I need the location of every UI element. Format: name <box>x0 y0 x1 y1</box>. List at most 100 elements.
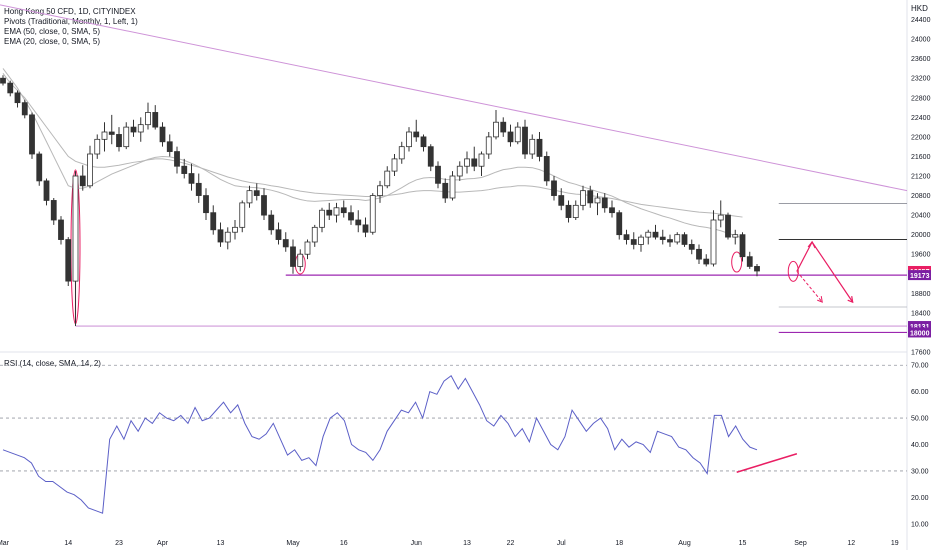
candle-body-down <box>543 156 550 182</box>
candle <box>413 119 420 142</box>
candle <box>471 146 478 172</box>
highlight-ellipse-sep-low <box>787 260 799 282</box>
candle <box>638 234 644 252</box>
candle <box>123 122 130 150</box>
time-tick-label: 13 <box>463 540 471 547</box>
candle <box>435 161 441 189</box>
candle <box>493 110 499 140</box>
price-tick-label: 22800 <box>911 95 931 102</box>
candle-body-down <box>152 112 159 128</box>
time-tick-label: 12 <box>847 540 855 547</box>
candle-body-down <box>442 182 449 199</box>
price-tick-label: 18800 <box>911 291 931 298</box>
price-tick-label: 24400 <box>911 17 931 24</box>
candle <box>565 200 572 223</box>
candle-body-down <box>652 231 659 238</box>
candles[interactable] <box>0 75 760 327</box>
rsi-axis[interactable]: 10.00 20.00 30.00 40.00 50.00 60.00 70.00 <box>911 363 929 529</box>
candle <box>696 244 702 264</box>
candle-body-down <box>362 224 369 233</box>
candle <box>732 229 739 245</box>
candle-body-down <box>601 197 608 209</box>
candle <box>580 185 586 211</box>
price-badge-text: 18000 <box>910 330 930 337</box>
candle <box>362 217 369 238</box>
candle-body-down <box>326 209 333 216</box>
candle-body-down <box>551 180 557 196</box>
candle <box>282 232 289 252</box>
candle <box>522 119 528 159</box>
candle-body-down <box>65 239 72 282</box>
candle-body-up <box>638 236 644 245</box>
candle-body-down <box>616 212 623 236</box>
time-axis[interactable]: Mar 14 23 Apr 13 May 16 Jun 13 22 Jul 18 Aug 15 Sep 12 1… <box>0 540 899 547</box>
candle <box>601 193 608 213</box>
candle <box>391 154 398 176</box>
candle-body-up <box>529 138 536 155</box>
candle <box>87 145 93 189</box>
price-badge-bg <box>908 270 931 281</box>
candle-body-down <box>471 158 478 167</box>
candle <box>420 134 427 152</box>
candle <box>195 173 202 203</box>
candle-body-up <box>594 197 601 204</box>
candle-body-up <box>137 124 144 133</box>
candle <box>427 144 434 172</box>
candle-body-down <box>754 266 760 272</box>
candle <box>456 161 463 181</box>
candle-body-down <box>536 138 543 157</box>
candle <box>630 232 637 250</box>
candle <box>500 117 507 137</box>
chart-title: Hong Kong 50 CFD, 1D, CITYINDEX <box>4 7 136 16</box>
candle-body-down <box>290 246 296 267</box>
candle-body-down <box>174 151 180 167</box>
candle-body-up <box>580 190 586 206</box>
candle <box>21 99 28 119</box>
candle-body-up <box>645 231 652 238</box>
candle-body-down <box>203 195 209 214</box>
projection-arrow-head-down <box>847 296 854 304</box>
candle-body-up <box>232 226 238 233</box>
price-badge-bg <box>908 327 931 338</box>
candle-body-down <box>348 212 354 221</box>
rsi-tick-label: 20.00 <box>911 495 929 502</box>
candle-body-up <box>377 185 383 196</box>
pivots-legend: Pivots (Traditional, Monthly, 1, Left, 1… <box>4 17 138 26</box>
candle <box>217 222 224 247</box>
candle-body-down <box>130 126 137 133</box>
rsi-tick-label: 30.00 <box>911 468 929 475</box>
rsi-tick-label: 10.00 <box>911 521 929 528</box>
candle <box>449 171 456 201</box>
candle <box>261 188 267 220</box>
candle-body-up <box>369 195 376 233</box>
candle-body-down <box>58 219 64 240</box>
time-tick-label: 22 <box>507 540 515 547</box>
price-tick-label: 23200 <box>911 76 931 83</box>
candle-body-down <box>696 248 702 260</box>
candle <box>326 202 333 220</box>
candle-body-up <box>456 165 463 177</box>
candle <box>333 202 340 223</box>
candle-body-up <box>72 175 79 282</box>
price-tick-label: 20000 <box>911 232 931 239</box>
highlight-ellipse-aug-low <box>731 251 743 273</box>
drawings-layer[interactable] <box>0 4 908 473</box>
candle-body-down <box>746 256 753 267</box>
candle-body-down <box>413 131 420 138</box>
candle-body-down <box>703 258 710 265</box>
price-axis[interactable]: 1760018000184001880019200196002000020400… <box>911 17 931 356</box>
candle-body-up <box>717 214 724 221</box>
candle <box>369 193 376 235</box>
currency-label: HKD <box>911 4 928 13</box>
time-tick-label: Jun <box>411 540 422 547</box>
candle <box>478 151 485 176</box>
candle <box>340 200 347 218</box>
candle-body-up <box>246 190 253 204</box>
candle <box>319 207 325 233</box>
candle <box>529 134 536 159</box>
descending-trendline <box>0 4 908 192</box>
projection-arrow-head-up <box>807 240 816 249</box>
ema50-legend: EMA (50, close, 0, SMA, 5) <box>4 27 101 36</box>
candle <box>645 229 652 245</box>
